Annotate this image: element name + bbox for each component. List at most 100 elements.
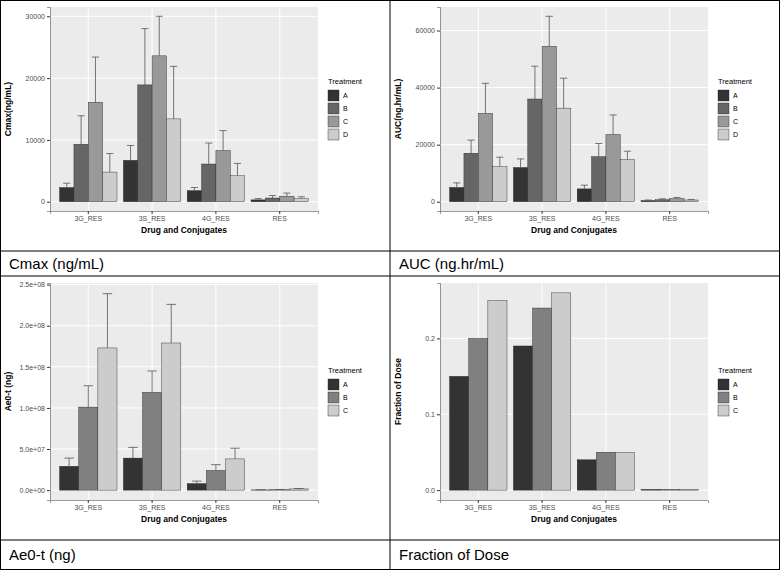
tick-label: 3G_RES: [74, 215, 102, 223]
tick-mark: [47, 285, 50, 286]
tick: 2.0e+08: [20, 322, 51, 329]
axis-line: [437, 8, 441, 212]
y-axis-title: Cmax(ng/mL): [3, 82, 13, 136]
tick-mark: [215, 500, 216, 503]
tick: 20000: [26, 75, 50, 82]
plot-background: [50, 7, 318, 211]
legend-key: [718, 116, 729, 127]
error-bar: [294, 488, 304, 489]
tick-label: 4G_RES: [592, 215, 620, 223]
bar: [294, 199, 308, 202]
tick-mark: [47, 202, 50, 203]
marks: [450, 293, 699, 490]
tick-label: 3G_RES: [74, 504, 102, 512]
tick: 0: [41, 198, 50, 205]
error-bar: [581, 185, 588, 189]
tick-mark: [437, 88, 440, 89]
bar: [577, 189, 591, 202]
axis-line: [47, 8, 51, 212]
y-axis: 0100002000030000: [26, 8, 51, 212]
bar: [528, 99, 542, 202]
tick-mark: [279, 500, 280, 503]
error-bar: [127, 145, 134, 160]
legend-key: [328, 392, 339, 403]
tick: 20000: [416, 141, 440, 148]
bar: [592, 157, 606, 202]
tick: 4G_RES: [202, 211, 230, 223]
tick-label: 0.0e+00: [20, 487, 46, 494]
tick-label: RES: [273, 215, 288, 222]
bar-series: [103, 66, 309, 201]
bar: [670, 199, 684, 202]
legend: TreatmentABC: [328, 366, 363, 416]
error-bar: [156, 16, 163, 56]
error-bar: [468, 140, 475, 153]
bar: [60, 188, 74, 202]
bar-series: [74, 29, 280, 202]
tick-mark: [47, 490, 50, 491]
legend: TreatmentABCD: [718, 77, 753, 140]
tick: 0: [431, 198, 440, 205]
legend-key: [718, 392, 729, 403]
error-bar: [496, 157, 503, 166]
bar: [533, 308, 552, 490]
tick: RES: [663, 211, 678, 222]
tick: 3G_RES: [464, 500, 492, 512]
tick-label: 60000: [416, 27, 436, 34]
tick-label: 3G_RES: [464, 215, 492, 223]
x-axis: 3G_RES 3S_RES 4G_RES RES: [51, 211, 319, 223]
bar: [60, 466, 79, 490]
plot-background: [440, 283, 708, 500]
y-axis: 0.00.10.2: [425, 284, 440, 501]
axis-line: [437, 284, 441, 501]
panel: 02000040000600003G_RES3S_RES4G_RESRESDru…: [393, 7, 753, 235]
error-bar: [256, 489, 266, 490]
tick: 3S_RES: [139, 211, 166, 223]
tick: 1.5e+08: [20, 364, 51, 371]
grid-line: [669, 7, 670, 211]
grid-line: [279, 283, 280, 500]
legend-label: C: [733, 118, 738, 125]
bar: [450, 376, 469, 490]
bar: [216, 150, 230, 201]
tick: 3G_RES: [464, 211, 492, 223]
figure: 01000020000300003G_RES3S_RES4G_RESRESDru…: [0, 0, 780, 570]
grid-line: [279, 7, 280, 211]
tick-label: 1.0e+08: [20, 405, 46, 412]
y-axis-title: Fraction of Dose: [393, 358, 403, 425]
bar: [162, 343, 181, 490]
tick-mark: [437, 490, 440, 491]
x-axis: 3G_RES3S_RES4G_RESRES: [51, 500, 319, 512]
error-bar: [234, 163, 241, 175]
bar: [270, 489, 289, 490]
tick-mark: [605, 211, 606, 214]
x-axis: 3G_RES3S_RES4G_RESRES: [441, 500, 709, 512]
error-bar: [78, 116, 85, 144]
panel: 01000020000300003G_RES3S_RES4G_RESRESDru…: [3, 7, 363, 235]
border: [779, 0, 780, 570]
grid-line: [50, 16, 318, 17]
error-bar: [609, 115, 616, 134]
error-bar: [595, 144, 602, 157]
bar: [206, 470, 225, 490]
panel-caption: Cmax (ng/mL): [9, 255, 104, 272]
legend-title: Treatment: [718, 77, 753, 86]
bar-series: [98, 294, 309, 490]
error-bar: [205, 143, 212, 164]
tick: 3S_RES: [529, 500, 556, 512]
legend-key: [328, 116, 339, 127]
bar: [620, 160, 634, 202]
tick: 0.1: [425, 411, 440, 418]
error-bar: [283, 193, 290, 196]
plot-background: [50, 283, 318, 500]
error-bar: [560, 78, 567, 108]
legend-key: [328, 379, 339, 390]
error-bar: [211, 465, 221, 471]
tick-mark: [47, 367, 50, 368]
legend-key: [328, 405, 339, 416]
error-bar: [298, 197, 305, 199]
plot-background: [440, 7, 708, 211]
error-bar: [106, 154, 113, 173]
grid-line: [440, 87, 708, 88]
bar-series: [464, 66, 670, 202]
